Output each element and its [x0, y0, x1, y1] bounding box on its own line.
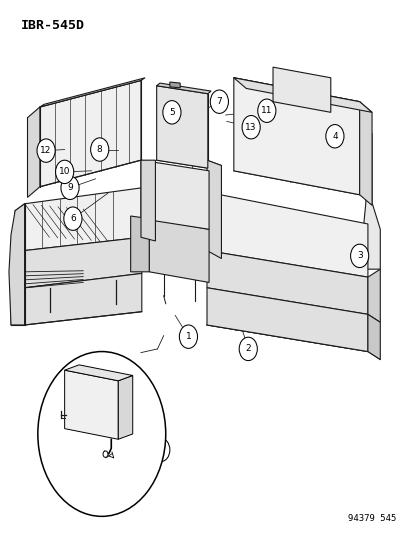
- Polygon shape: [27, 107, 40, 197]
- Polygon shape: [131, 216, 149, 272]
- Polygon shape: [40, 80, 141, 187]
- Text: 2: 2: [245, 344, 250, 353]
- Polygon shape: [11, 288, 24, 325]
- Polygon shape: [118, 375, 133, 439]
- Polygon shape: [367, 314, 380, 360]
- Circle shape: [55, 160, 74, 183]
- Polygon shape: [169, 82, 180, 88]
- Polygon shape: [233, 78, 359, 195]
- Polygon shape: [206, 251, 367, 314]
- Circle shape: [162, 101, 180, 124]
- Polygon shape: [9, 204, 24, 325]
- Text: 14: 14: [56, 413, 67, 422]
- Polygon shape: [141, 160, 155, 241]
- Text: 3: 3: [356, 252, 362, 260]
- Text: 11: 11: [261, 106, 272, 115]
- Text: 10: 10: [59, 167, 70, 176]
- Text: 13: 13: [245, 123, 256, 132]
- Polygon shape: [15, 204, 24, 296]
- Polygon shape: [206, 288, 367, 352]
- Text: 94379 545: 94379 545: [348, 514, 396, 523]
- Text: 9: 9: [67, 183, 73, 192]
- Text: 16: 16: [154, 446, 166, 455]
- Polygon shape: [367, 269, 380, 322]
- Polygon shape: [206, 192, 367, 277]
- Circle shape: [103, 451, 108, 457]
- Text: 12: 12: [40, 146, 52, 155]
- Circle shape: [239, 337, 257, 361]
- Circle shape: [52, 405, 71, 429]
- Polygon shape: [272, 67, 330, 112]
- Text: 4: 4: [331, 132, 337, 141]
- Polygon shape: [24, 188, 142, 251]
- Circle shape: [210, 90, 228, 114]
- Circle shape: [102, 455, 120, 479]
- Circle shape: [64, 207, 82, 230]
- Circle shape: [257, 99, 275, 123]
- Polygon shape: [149, 219, 209, 282]
- Polygon shape: [64, 365, 133, 381]
- Circle shape: [38, 352, 165, 516]
- Text: 6: 6: [70, 214, 76, 223]
- Polygon shape: [206, 160, 221, 259]
- Polygon shape: [141, 160, 209, 229]
- Text: 5: 5: [169, 108, 174, 117]
- Text: 7: 7: [216, 97, 222, 106]
- Text: 1: 1: [185, 332, 191, 341]
- Polygon shape: [359, 102, 371, 205]
- Circle shape: [350, 244, 368, 268]
- Circle shape: [179, 325, 197, 349]
- Circle shape: [151, 438, 169, 462]
- Polygon shape: [64, 370, 118, 439]
- Circle shape: [37, 139, 55, 163]
- Polygon shape: [156, 83, 211, 94]
- Text: IBR-545D: IBR-545D: [21, 19, 85, 33]
- Polygon shape: [361, 123, 380, 269]
- Polygon shape: [40, 78, 145, 107]
- Circle shape: [61, 176, 79, 199]
- Text: 8: 8: [97, 145, 102, 154]
- Text: 15: 15: [105, 463, 117, 471]
- Circle shape: [242, 116, 260, 139]
- Circle shape: [90, 138, 109, 161]
- Polygon shape: [233, 78, 371, 112]
- Polygon shape: [24, 237, 142, 288]
- Polygon shape: [156, 86, 207, 168]
- Circle shape: [325, 125, 343, 148]
- Polygon shape: [24, 273, 142, 325]
